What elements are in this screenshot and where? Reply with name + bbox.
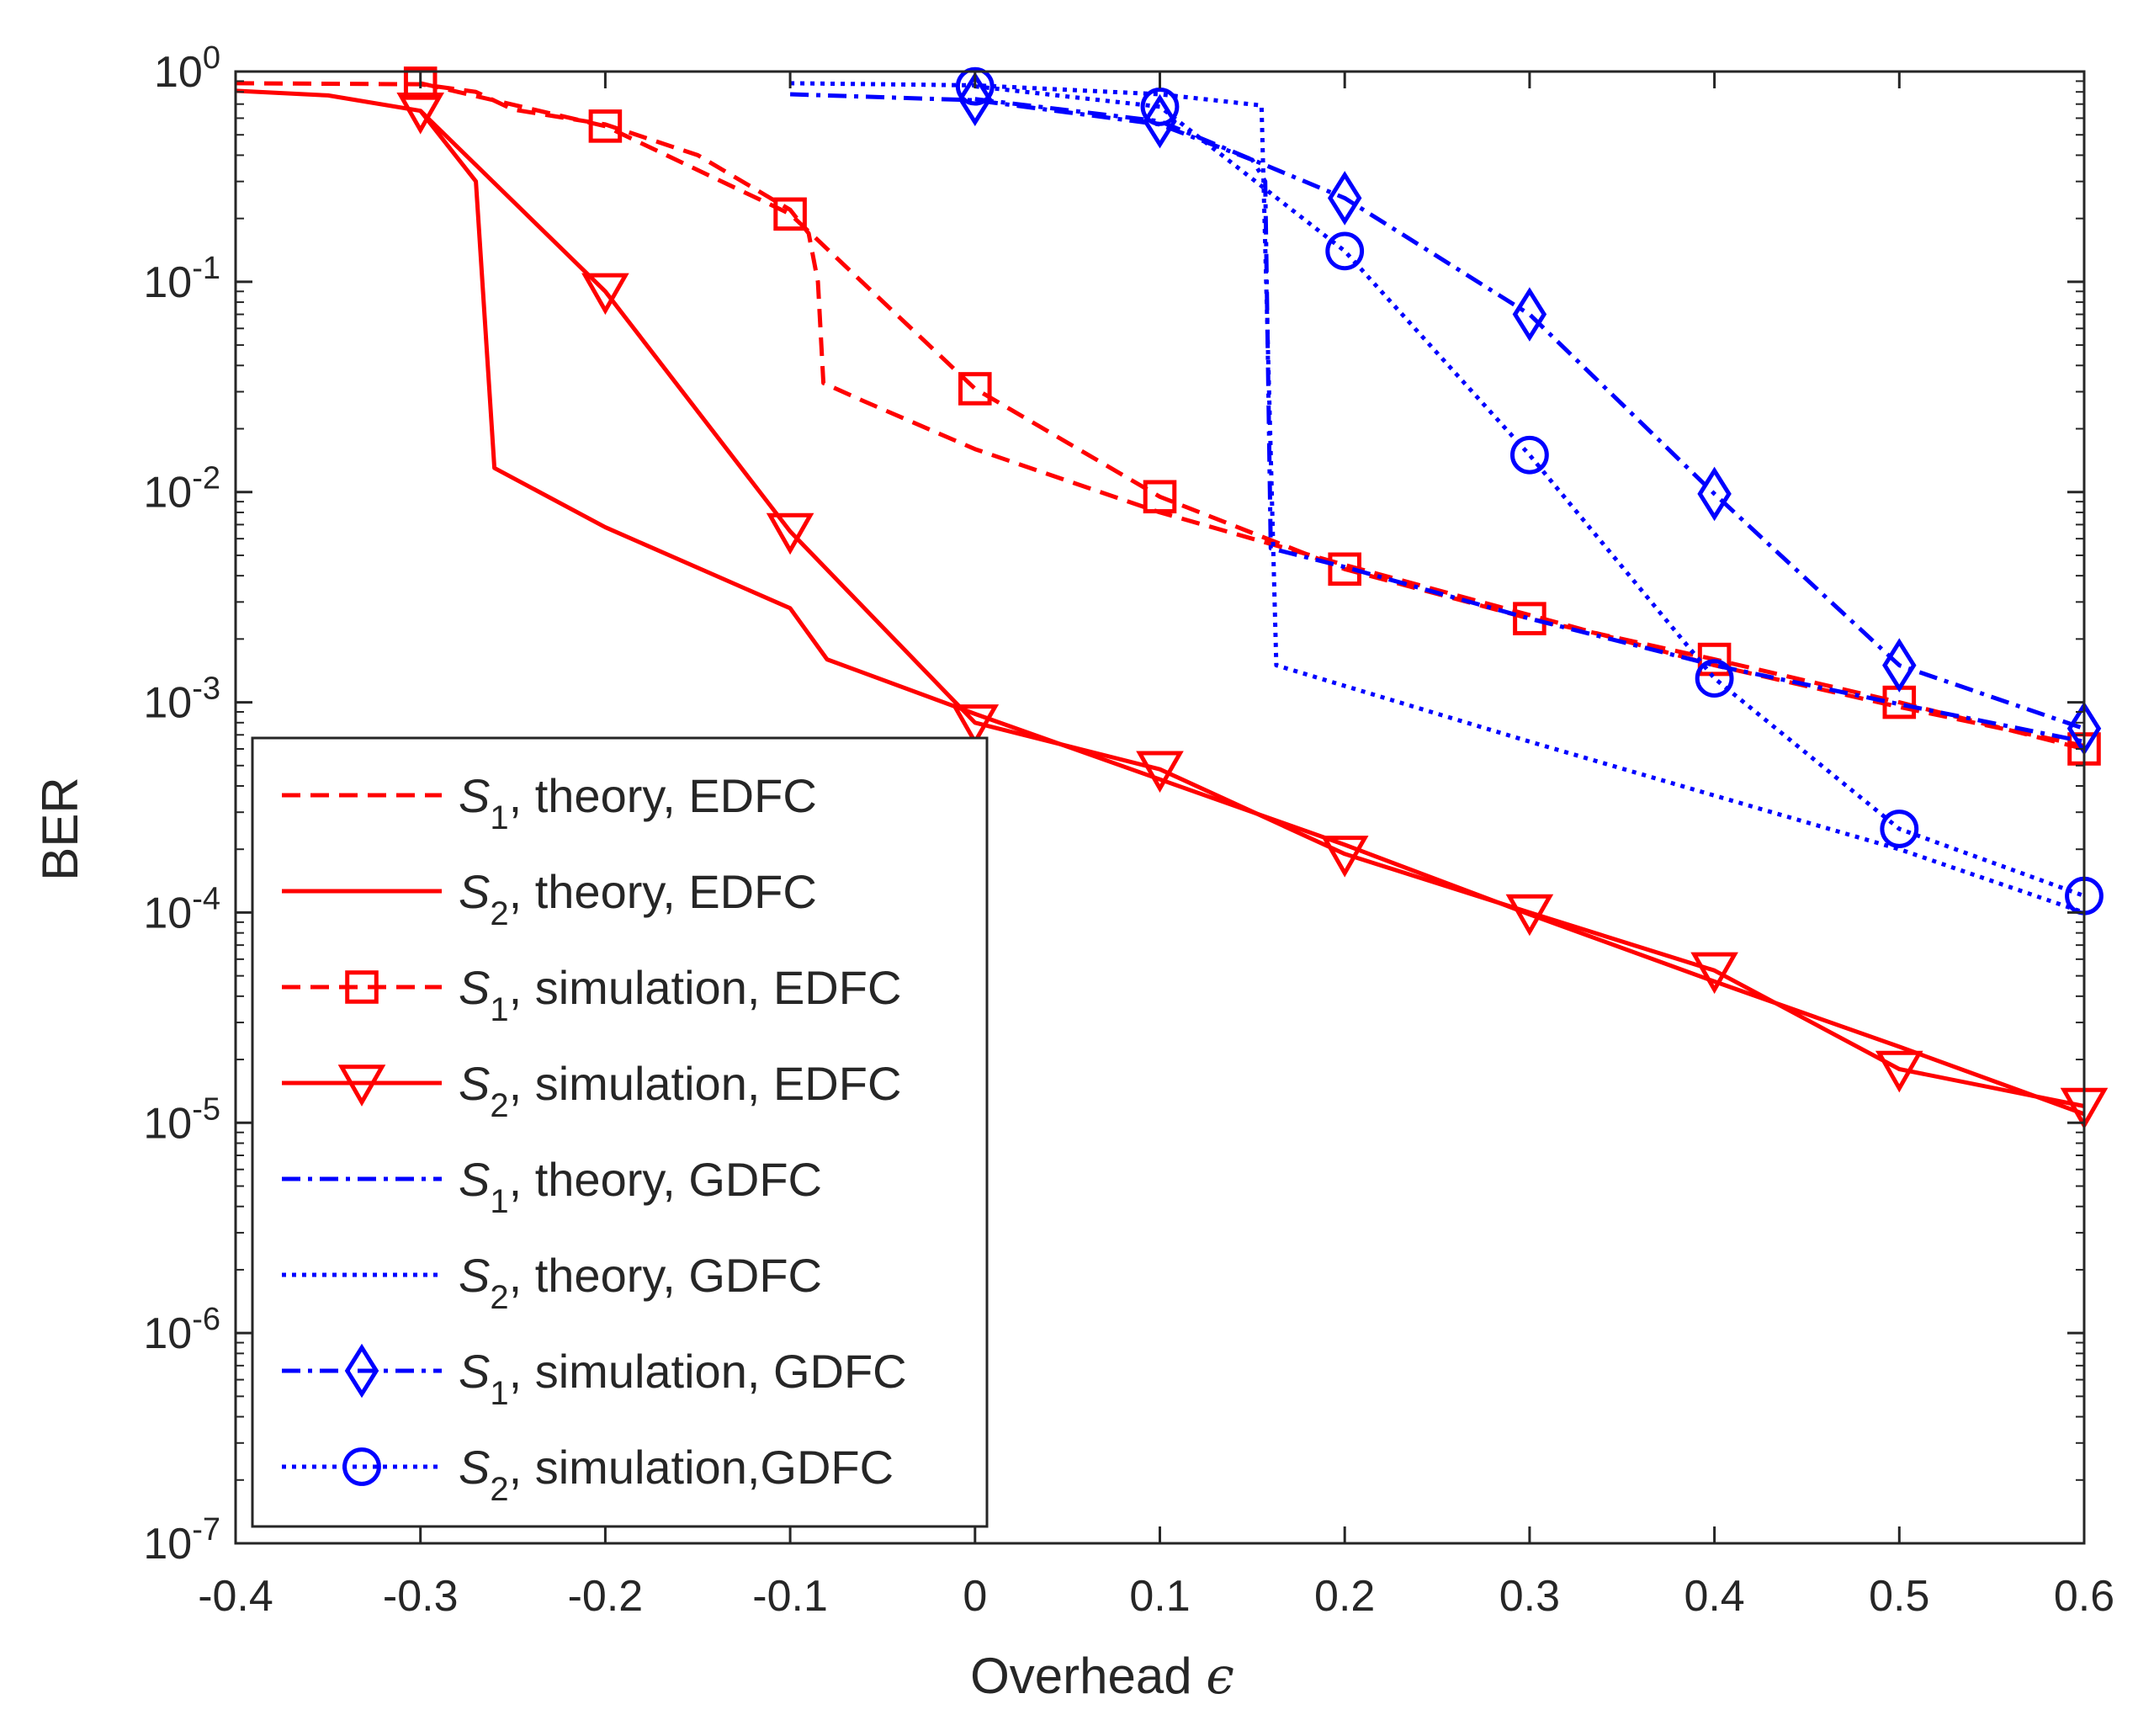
y-tick-label: 10-7 (143, 1512, 220, 1569)
series-2-line (235, 88, 2085, 1117)
x-tick-label: -0.3 (383, 1572, 459, 1621)
legend-marker (337, 1064, 386, 1107)
series-3-marker-1 (403, 66, 438, 100)
series-7-marker-2 (1143, 93, 1177, 149)
x-tick-label: 0.5 (1869, 1572, 1929, 1621)
legend-marker (342, 1447, 381, 1486)
series-5-line (790, 92, 2085, 744)
x-axis-label-symbol: ϵ (1206, 1647, 1234, 1706)
legend-label: S1, simulation, GDFC (459, 1345, 907, 1412)
legend-entry-8: S2, simulation,GDFC (282, 1441, 894, 1508)
y-tick-label: 10-3 (143, 672, 220, 728)
series-3 (403, 66, 2101, 766)
series-3-line (420, 81, 2085, 751)
x-tick-label: -0.1 (752, 1572, 828, 1621)
legend-label: S2, theory, EDFC (459, 865, 817, 932)
series-8-marker-2 (1140, 87, 1180, 126)
y-tick-label: 100 (154, 40, 220, 97)
series-7-marker-3 (1327, 171, 1362, 226)
x-tick-label: 0 (963, 1572, 987, 1621)
legend-entry-7: S1, simulation, GDFC (282, 1343, 907, 1412)
series-3-marker-3 (773, 197, 807, 231)
series-1 (235, 81, 2085, 748)
legend-marker (345, 970, 379, 1004)
series-4-marker-8 (1690, 952, 1738, 995)
series-2 (235, 88, 2085, 1117)
series-8-marker-3 (1325, 231, 1365, 271)
x-tick-label: 0.4 (1684, 1572, 1744, 1621)
series-7-marker-5 (1697, 466, 1732, 522)
series-6 (790, 81, 2085, 915)
y-tick-label: 10-2 (143, 461, 220, 518)
x-tick-label: 0.1 (1129, 1572, 1190, 1621)
series-4-marker-5 (1136, 751, 1184, 794)
legend-box (251, 736, 989, 1528)
series-8-marker-1 (955, 66, 995, 106)
series-8-marker-5 (1695, 659, 1734, 698)
series-4-marker-9 (1875, 1050, 1923, 1093)
legend-label: S2, theory, GDFC (459, 1249, 822, 1316)
legend-entry-2: S2, theory, EDFC (282, 865, 817, 932)
y-tick-label: 10-4 (143, 881, 220, 937)
legend-entry-3: S1, simulation, EDFC (282, 961, 901, 1028)
series-1-line (235, 81, 2085, 748)
x-tick-label: -0.2 (568, 1572, 644, 1621)
series-5 (790, 92, 2085, 744)
series-4-marker-7 (1505, 894, 1554, 937)
series-3-marker-7 (1513, 602, 1546, 635)
series-6-line (790, 81, 2085, 915)
legend-label: S1, simulation, EDFC (459, 961, 901, 1028)
series-4-line (418, 109, 2085, 1108)
legend-label: S1, theory, GDFC (459, 1153, 822, 1220)
x-tick-label: 0.6 (2054, 1572, 2114, 1621)
series-3-marker-4 (958, 372, 992, 406)
x-axis-label: Overhead ϵ (970, 1647, 1234, 1706)
series-3-marker-5 (1143, 480, 1177, 514)
series-4-marker-4 (951, 704, 1000, 746)
x-tick-label: 0.2 (1314, 1572, 1375, 1621)
series-7-line (974, 97, 2085, 731)
series-7-marker-1 (958, 72, 993, 126)
y-tick-label: 10-1 (143, 251, 220, 307)
legend-entry-1: S1, theory, EDFC (282, 769, 817, 836)
series-8-marker-6 (1880, 810, 1919, 848)
legend-label: S2, simulation,GDFC (459, 1441, 894, 1508)
legend-marker (344, 1343, 379, 1399)
series-4 (396, 93, 2109, 1130)
series-4-marker-6 (1320, 836, 1369, 878)
legend-label: S2, simulation, EDFC (459, 1057, 901, 1124)
legend-entry-4: S2, simulation, EDFC (282, 1057, 901, 1124)
series-4-marker-3 (766, 512, 814, 555)
legend-entry-6: S2, theory, GDFC (282, 1249, 822, 1316)
series-4-marker-1 (396, 93, 445, 135)
legend: S1, theory, EDFC S2, theory, EDFC S1, simu… (251, 736, 989, 1528)
x-tick-label: 0.3 (1499, 1572, 1560, 1621)
series-3-marker-2 (588, 109, 623, 143)
legend-label: S1, theory, EDFC (459, 769, 817, 836)
y-tick-label: 10-6 (143, 1302, 220, 1358)
series-4-marker-2 (581, 273, 629, 316)
legend-entry-5: S1, theory, GDFC (282, 1153, 822, 1220)
axis-labels: Overhead ϵ BER (32, 777, 1234, 1706)
x-tick-label: -0.4 (198, 1572, 273, 1621)
series-layer (235, 66, 2109, 1130)
series-8-line (974, 84, 2085, 898)
axis-ticks: -0.4 -0.3 -0.2 -0.1 0 0.1 0.2 0.3 0.4 0.5 0.6 100 10… (143, 40, 2114, 1621)
y-tick-label: 10-5 (143, 1091, 220, 1148)
series-7-marker-4 (1512, 287, 1547, 342)
series-8-marker-4 (1510, 435, 1549, 475)
series-7-marker-6 (1882, 638, 1917, 693)
y-axis-label: BER (32, 777, 88, 880)
